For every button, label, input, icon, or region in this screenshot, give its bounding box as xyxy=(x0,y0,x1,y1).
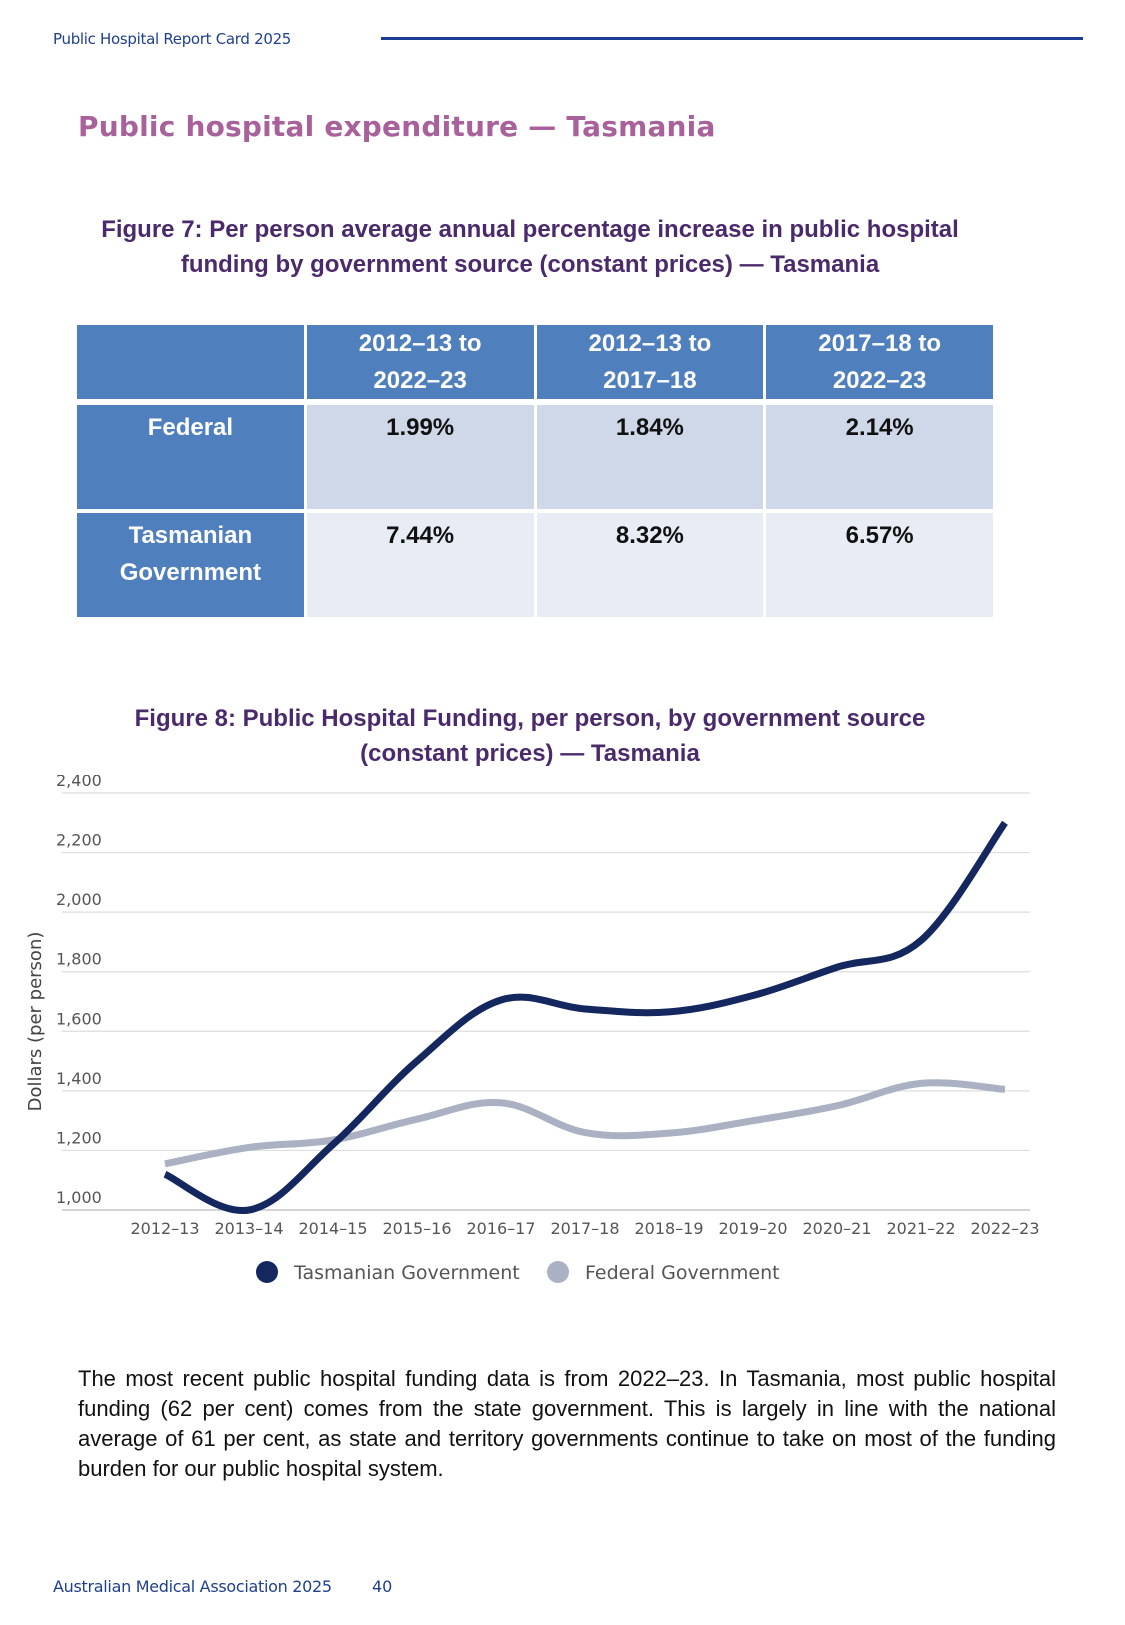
chart-legend: Tasmanian Government Federal Government xyxy=(256,1261,780,1284)
table-corner-cell xyxy=(77,325,304,405)
body-paragraph: The most recent public hospital funding … xyxy=(78,1366,1056,1481)
y-tick-label: 1,000 xyxy=(56,1188,102,1207)
x-tick-label: 2018–19 xyxy=(634,1219,703,1238)
section-title: Public hospital expenditure — Tasmania xyxy=(78,110,716,143)
column-header: 2012–13 to 2022–23 xyxy=(306,325,534,405)
y-tick-label: 2,400 xyxy=(56,775,102,790)
table-cell: 1.99% xyxy=(306,405,534,513)
column-header-line2: 2022–23 xyxy=(373,367,467,394)
report-header-title: Public Hospital Report Card 2025 xyxy=(53,30,292,48)
footer-organisation: Australian Medical Association 2025 xyxy=(53,1577,332,1596)
funding-line-chart: 1,000 1,200 1,400 1,600 1,800 2,000 2,200 2,400… xyxy=(20,775,1080,1335)
table-row: Tasmanian Government 7.44% 8.32% 6.57% xyxy=(77,513,993,617)
figure8-title-line2: (constant prices) — Tasmania xyxy=(360,740,700,767)
column-header-line2: 2022–23 xyxy=(832,367,927,394)
header-divider xyxy=(381,37,1083,40)
legend-label: Federal Government xyxy=(585,1262,780,1284)
y-axis-ticks: 1,000 1,200 1,400 1,600 1,800 2,000 2,200 2,400 xyxy=(56,775,102,1207)
y-tick-label: 1,400 xyxy=(56,1069,102,1088)
x-tick-label: 2015–16 xyxy=(382,1219,451,1238)
row-header-label: Federal xyxy=(147,414,234,441)
column-header-line1: 2012–13 to xyxy=(358,330,482,357)
series-line xyxy=(164,1079,1006,1168)
y-tick-label: 1,800 xyxy=(56,950,102,969)
x-tick-label: 2017–18 xyxy=(550,1219,619,1238)
figure7-title: Figure 7: Per person average annual perc… xyxy=(60,212,1000,282)
legend-swatch xyxy=(256,1261,278,1283)
table-header-row: 2012–13 to 2022–23 2012–13 to 2017–18 20… xyxy=(77,325,993,405)
funding-increase-table: 2012–13 to 2022–23 2012–13 to 2017–18 20… xyxy=(74,325,996,617)
x-tick-label: 2014–15 xyxy=(298,1219,367,1238)
y-tick-label: 2,200 xyxy=(56,831,102,850)
row-header-label-line1: Tasmanian xyxy=(128,522,253,549)
series-line xyxy=(163,820,1008,1214)
x-tick-label: 2013–14 xyxy=(214,1219,283,1238)
column-header-line1: 2017–18 to xyxy=(818,330,941,357)
column-header: 2012–13 to 2017–18 xyxy=(536,325,764,405)
table-row: Federal 1.99% 1.84% 2.14% xyxy=(77,405,993,513)
chart-series xyxy=(163,820,1008,1214)
figure7-title-line2: funding by government source (constant p… xyxy=(180,251,880,278)
figure7-title-line1: Figure 7: Per person average annual perc… xyxy=(101,216,959,243)
y-tick-label: 1,200 xyxy=(56,1128,102,1147)
x-axis-ticks: 2012–13 2013–14 2014–15 2015–16 2016–17 2017–… xyxy=(130,1219,1039,1238)
table-cell: 6.57% xyxy=(766,513,993,617)
column-header-line1: 2012–13 to xyxy=(588,330,712,357)
legend-label: Tasmanian Government xyxy=(293,1262,520,1284)
column-header: 2017–18 to 2022–23 xyxy=(766,325,993,405)
x-tick-label: 2022–23 xyxy=(970,1219,1039,1238)
y-axis-label: Dollars (per person) xyxy=(25,932,46,1112)
figure8-title: Figure 8: Public Hospital Funding, per p… xyxy=(60,701,1000,771)
table-cell: 8.32% xyxy=(536,513,764,617)
y-tick-label: 2,000 xyxy=(56,890,102,909)
x-tick-label: 2019–20 xyxy=(718,1219,787,1238)
x-tick-label: 2020–21 xyxy=(802,1219,871,1238)
y-tick-label: 1,600 xyxy=(56,1009,102,1028)
row-header-label-line2: Government xyxy=(119,559,262,586)
page-number: 40 xyxy=(372,1577,393,1596)
x-tick-label: 2012–13 xyxy=(130,1219,199,1238)
legend-swatch xyxy=(547,1261,569,1283)
x-tick-label: 2021–22 xyxy=(886,1219,955,1238)
column-header-line2: 2017–18 xyxy=(603,367,697,394)
x-tick-label: 2016–17 xyxy=(466,1219,535,1238)
chart-svg: 1,000 1,200 1,400 1,600 1,800 2,000 2,200 2,400… xyxy=(25,775,1040,1284)
row-header: Tasmanian Government xyxy=(77,513,304,617)
table-cell: 7.44% xyxy=(306,513,534,617)
figure8-title-line1: Figure 8: Public Hospital Funding, per p… xyxy=(134,705,926,732)
table-cell: 1.84% xyxy=(536,405,764,513)
row-header: Federal xyxy=(77,405,304,513)
table-cell: 2.14% xyxy=(766,405,993,513)
